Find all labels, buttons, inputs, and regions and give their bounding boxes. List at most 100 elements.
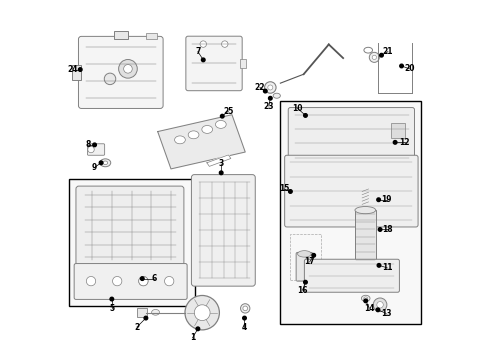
- Circle shape: [267, 85, 272, 90]
- Circle shape: [376, 264, 380, 267]
- Text: 18: 18: [382, 225, 392, 234]
- Text: 3: 3: [218, 159, 224, 168]
- FancyBboxPatch shape: [74, 264, 187, 300]
- Bar: [69, 179, 195, 306]
- Circle shape: [110, 297, 113, 301]
- Text: 8: 8: [85, 140, 90, 149]
- Bar: [137, 308, 146, 317]
- FancyBboxPatch shape: [191, 175, 255, 286]
- Ellipse shape: [174, 136, 185, 144]
- Ellipse shape: [354, 207, 375, 214]
- Text: 12: 12: [399, 138, 409, 147]
- Circle shape: [144, 316, 147, 320]
- FancyBboxPatch shape: [87, 144, 104, 155]
- Ellipse shape: [215, 121, 226, 129]
- Circle shape: [376, 302, 383, 308]
- Circle shape: [372, 298, 386, 312]
- Ellipse shape: [297, 251, 310, 257]
- Text: 17: 17: [304, 257, 314, 266]
- Ellipse shape: [363, 47, 372, 53]
- Text: 9: 9: [92, 163, 97, 172]
- Circle shape: [379, 53, 383, 57]
- Circle shape: [242, 316, 246, 320]
- Circle shape: [201, 58, 204, 62]
- Circle shape: [268, 96, 271, 100]
- Circle shape: [99, 161, 102, 165]
- Text: 19: 19: [381, 195, 391, 204]
- Circle shape: [376, 198, 380, 202]
- Circle shape: [78, 68, 82, 71]
- Polygon shape: [158, 115, 244, 169]
- Bar: [72, 65, 81, 80]
- Text: 16: 16: [297, 285, 307, 294]
- Ellipse shape: [273, 93, 280, 98]
- Circle shape: [311, 253, 315, 257]
- FancyBboxPatch shape: [287, 108, 414, 165]
- Text: 15: 15: [278, 184, 288, 193]
- Text: 14: 14: [363, 303, 374, 312]
- Text: 21: 21: [382, 47, 392, 56]
- Circle shape: [288, 190, 292, 193]
- Circle shape: [140, 277, 144, 280]
- Text: 1: 1: [189, 333, 195, 342]
- Text: 23: 23: [263, 102, 274, 111]
- Ellipse shape: [188, 131, 199, 139]
- Circle shape: [194, 305, 210, 320]
- Circle shape: [399, 64, 403, 68]
- Text: 10: 10: [292, 104, 302, 113]
- Circle shape: [264, 82, 276, 93]
- Circle shape: [220, 114, 224, 118]
- Circle shape: [196, 327, 199, 330]
- Circle shape: [378, 228, 381, 231]
- Circle shape: [371, 55, 376, 59]
- Ellipse shape: [103, 161, 107, 165]
- Circle shape: [219, 171, 223, 175]
- Bar: [113, 31, 128, 39]
- Circle shape: [88, 146, 94, 153]
- Ellipse shape: [361, 295, 369, 301]
- Text: 5: 5: [109, 303, 114, 312]
- Text: 20: 20: [404, 64, 414, 73]
- Circle shape: [139, 276, 148, 286]
- FancyBboxPatch shape: [185, 36, 242, 91]
- Circle shape: [93, 143, 96, 147]
- Polygon shape: [206, 155, 230, 166]
- Ellipse shape: [151, 310, 159, 315]
- Ellipse shape: [243, 306, 247, 311]
- Circle shape: [184, 296, 219, 330]
- Text: 13: 13: [380, 309, 390, 318]
- Text: 11: 11: [381, 264, 392, 273]
- Circle shape: [363, 299, 367, 303]
- Bar: [240, 59, 246, 68]
- Circle shape: [200, 41, 206, 47]
- Bar: [354, 210, 375, 263]
- Circle shape: [375, 308, 379, 312]
- Text: 7: 7: [195, 47, 200, 56]
- Ellipse shape: [240, 304, 249, 313]
- Circle shape: [104, 73, 116, 85]
- Circle shape: [164, 276, 174, 286]
- Text: 6: 6: [151, 274, 157, 283]
- FancyBboxPatch shape: [78, 36, 163, 108]
- Bar: [290, 234, 320, 280]
- Circle shape: [221, 41, 227, 47]
- Ellipse shape: [100, 159, 110, 167]
- Circle shape: [86, 276, 96, 286]
- Circle shape: [112, 276, 122, 286]
- Bar: [145, 33, 156, 39]
- Circle shape: [139, 276, 148, 286]
- Text: 25: 25: [223, 107, 233, 116]
- Circle shape: [303, 114, 306, 117]
- Circle shape: [392, 140, 396, 144]
- Circle shape: [368, 52, 379, 62]
- Bar: [279, 101, 421, 324]
- Ellipse shape: [363, 297, 367, 300]
- Circle shape: [119, 59, 137, 78]
- Circle shape: [263, 89, 266, 93]
- Text: 2: 2: [134, 323, 139, 332]
- FancyBboxPatch shape: [304, 259, 399, 292]
- Text: 4: 4: [242, 323, 246, 332]
- Text: 22: 22: [254, 83, 264, 92]
- Circle shape: [303, 280, 306, 284]
- FancyBboxPatch shape: [284, 155, 417, 227]
